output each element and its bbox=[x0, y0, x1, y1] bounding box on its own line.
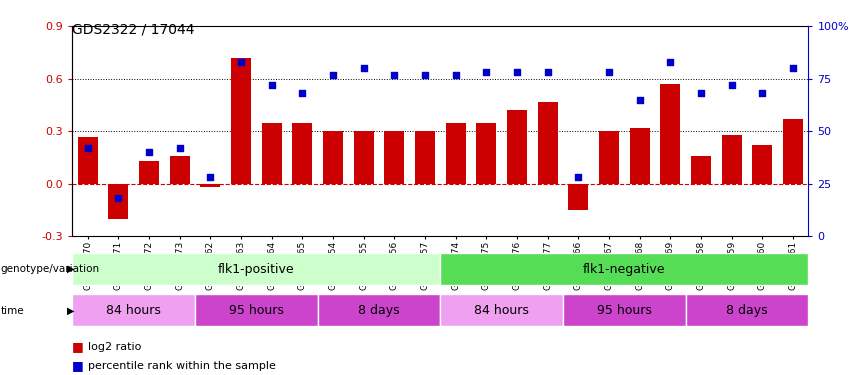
Bar bbox=[169, 156, 190, 184]
Point bbox=[541, 69, 555, 75]
Bar bbox=[72, 253, 440, 285]
Bar bbox=[415, 131, 435, 184]
Bar bbox=[568, 184, 588, 210]
Bar bbox=[293, 123, 312, 184]
Text: ▶: ▶ bbox=[67, 306, 75, 315]
Bar bbox=[354, 131, 374, 184]
Bar bbox=[200, 184, 220, 187]
Point bbox=[173, 145, 186, 151]
Point bbox=[480, 69, 494, 75]
Point bbox=[387, 72, 401, 78]
Bar bbox=[446, 123, 465, 184]
Text: 8 days: 8 days bbox=[726, 304, 768, 317]
Text: percentile rank within the sample: percentile rank within the sample bbox=[88, 361, 276, 370]
Bar bbox=[262, 123, 282, 184]
Text: 95 hours: 95 hours bbox=[597, 304, 652, 317]
Bar bbox=[630, 128, 649, 184]
Bar bbox=[77, 136, 98, 184]
Bar bbox=[599, 131, 619, 184]
Point bbox=[234, 59, 248, 65]
Bar bbox=[108, 184, 129, 219]
Point bbox=[111, 195, 125, 201]
Point bbox=[664, 59, 677, 65]
Bar bbox=[317, 294, 440, 326]
Bar bbox=[231, 58, 251, 184]
Bar bbox=[139, 161, 159, 184]
Text: log2 ratio: log2 ratio bbox=[88, 342, 141, 352]
Point bbox=[694, 90, 708, 96]
Point bbox=[756, 90, 769, 96]
Point bbox=[725, 82, 739, 88]
Bar bbox=[440, 294, 563, 326]
Point bbox=[418, 72, 431, 78]
Text: flk1-positive: flk1-positive bbox=[218, 262, 294, 276]
Point bbox=[265, 82, 278, 88]
Text: 84 hours: 84 hours bbox=[106, 304, 161, 317]
Point bbox=[603, 69, 616, 75]
Bar bbox=[563, 294, 686, 326]
Text: GDS2322 / 17044: GDS2322 / 17044 bbox=[72, 22, 195, 36]
Bar bbox=[477, 123, 496, 184]
Bar bbox=[538, 102, 557, 184]
Bar bbox=[440, 253, 808, 285]
Text: ■: ■ bbox=[72, 340, 84, 353]
Bar bbox=[323, 131, 343, 184]
Bar bbox=[385, 131, 404, 184]
Bar bbox=[691, 156, 711, 184]
Point bbox=[633, 97, 647, 103]
Text: 95 hours: 95 hours bbox=[229, 304, 283, 317]
Point bbox=[81, 145, 94, 151]
Text: ■: ■ bbox=[72, 359, 84, 372]
Point bbox=[203, 174, 217, 180]
Point bbox=[326, 72, 340, 78]
Bar bbox=[722, 135, 742, 184]
Bar bbox=[686, 294, 808, 326]
Text: ▶: ▶ bbox=[67, 264, 75, 274]
Bar bbox=[195, 294, 317, 326]
Bar bbox=[72, 294, 195, 326]
Bar bbox=[507, 110, 527, 184]
Point bbox=[511, 69, 524, 75]
Bar bbox=[660, 84, 681, 184]
Text: 84 hours: 84 hours bbox=[474, 304, 529, 317]
Point bbox=[786, 65, 800, 71]
Text: time: time bbox=[1, 306, 25, 315]
Point bbox=[357, 65, 370, 71]
Point bbox=[449, 72, 463, 78]
Text: genotype/variation: genotype/variation bbox=[1, 264, 100, 274]
Text: flk1-negative: flk1-negative bbox=[583, 262, 665, 276]
Point bbox=[572, 174, 585, 180]
Text: 8 days: 8 days bbox=[358, 304, 400, 317]
Point bbox=[142, 149, 156, 155]
Bar bbox=[752, 145, 773, 184]
Bar bbox=[783, 119, 803, 184]
Point bbox=[295, 90, 309, 96]
